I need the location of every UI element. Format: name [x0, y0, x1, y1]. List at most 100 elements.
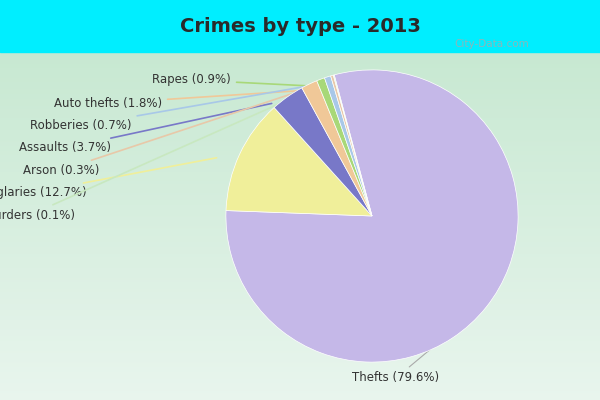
- Bar: [0, 106, 600, 108]
- Bar: [0, 284, 600, 285]
- Bar: [0, 132, 600, 134]
- Bar: [0, 196, 600, 198]
- Bar: [0, 52, 600, 54]
- Bar: [0, 233, 600, 235]
- Bar: [0, 176, 600, 177]
- Bar: [0, 0, 600, 52]
- Wedge shape: [226, 70, 518, 362]
- Bar: [0, 386, 600, 388]
- Bar: [0, 90, 600, 92]
- Bar: [0, 256, 600, 257]
- Bar: [0, 393, 600, 395]
- Bar: [0, 261, 600, 262]
- Bar: [0, 125, 600, 127]
- Bar: [0, 179, 600, 181]
- Bar: [0, 193, 600, 195]
- Bar: [0, 64, 600, 66]
- Bar: [0, 142, 600, 144]
- Bar: [0, 379, 600, 381]
- Bar: [0, 247, 600, 249]
- Bar: [0, 372, 600, 374]
- Bar: [0, 315, 600, 316]
- Bar: [0, 146, 600, 148]
- Bar: [0, 273, 600, 275]
- Bar: [0, 249, 600, 250]
- Bar: [0, 350, 600, 351]
- Bar: [0, 341, 600, 342]
- Bar: [0, 325, 600, 327]
- Bar: [0, 188, 600, 190]
- Bar: [0, 66, 600, 68]
- Bar: [0, 205, 600, 207]
- Bar: [0, 240, 600, 242]
- Bar: [0, 75, 600, 76]
- Bar: [0, 360, 600, 362]
- Bar: [0, 61, 600, 62]
- Bar: [0, 270, 600, 271]
- Bar: [0, 87, 600, 88]
- Bar: [0, 83, 600, 85]
- Bar: [0, 97, 600, 99]
- Bar: [0, 209, 600, 210]
- Bar: [0, 177, 600, 179]
- Bar: [0, 224, 600, 226]
- Bar: [0, 80, 600, 82]
- Bar: [0, 226, 600, 228]
- Bar: [0, 70, 600, 71]
- Bar: [0, 88, 600, 90]
- Bar: [0, 290, 600, 292]
- Bar: [0, 110, 600, 111]
- Bar: [0, 214, 600, 216]
- Bar: [0, 68, 600, 69]
- Bar: [0, 228, 600, 230]
- Bar: [0, 336, 600, 337]
- Bar: [0, 374, 600, 376]
- Bar: [0, 168, 600, 170]
- Bar: [0, 362, 600, 364]
- Text: Murders (0.1%): Murders (0.1%): [0, 83, 325, 222]
- Bar: [0, 174, 600, 176]
- Bar: [0, 92, 600, 94]
- Bar: [0, 301, 600, 302]
- Bar: [0, 139, 600, 141]
- Bar: [0, 167, 600, 168]
- Bar: [0, 111, 600, 113]
- Text: City-Data.com: City-Data.com: [455, 39, 529, 49]
- Bar: [0, 85, 600, 87]
- Bar: [0, 122, 600, 123]
- Bar: [0, 115, 600, 116]
- Bar: [0, 382, 600, 384]
- Bar: [0, 339, 600, 341]
- Bar: [0, 329, 600, 330]
- Bar: [0, 332, 600, 334]
- Bar: [0, 94, 600, 96]
- Bar: [0, 202, 600, 203]
- Wedge shape: [302, 81, 372, 216]
- Bar: [0, 165, 600, 167]
- Bar: [0, 353, 600, 355]
- Bar: [0, 73, 600, 75]
- Wedge shape: [317, 78, 372, 216]
- Bar: [0, 62, 600, 64]
- Bar: [0, 76, 600, 78]
- Bar: [0, 151, 600, 153]
- Bar: [0, 395, 600, 396]
- Text: Auto thefts (1.8%): Auto thefts (1.8%): [54, 91, 297, 110]
- Bar: [0, 217, 600, 219]
- Bar: [0, 302, 600, 304]
- Text: Assaults (3.7%): Assaults (3.7%): [19, 104, 272, 154]
- Bar: [0, 257, 600, 259]
- Bar: [0, 141, 600, 142]
- Bar: [0, 99, 600, 101]
- Bar: [0, 377, 600, 379]
- Bar: [0, 56, 600, 57]
- Bar: [0, 212, 600, 214]
- Bar: [0, 278, 600, 280]
- Bar: [0, 324, 600, 325]
- Bar: [0, 101, 600, 102]
- Bar: [0, 200, 600, 202]
- Bar: [0, 296, 600, 297]
- Bar: [0, 280, 600, 282]
- Bar: [0, 123, 600, 125]
- Bar: [0, 137, 600, 139]
